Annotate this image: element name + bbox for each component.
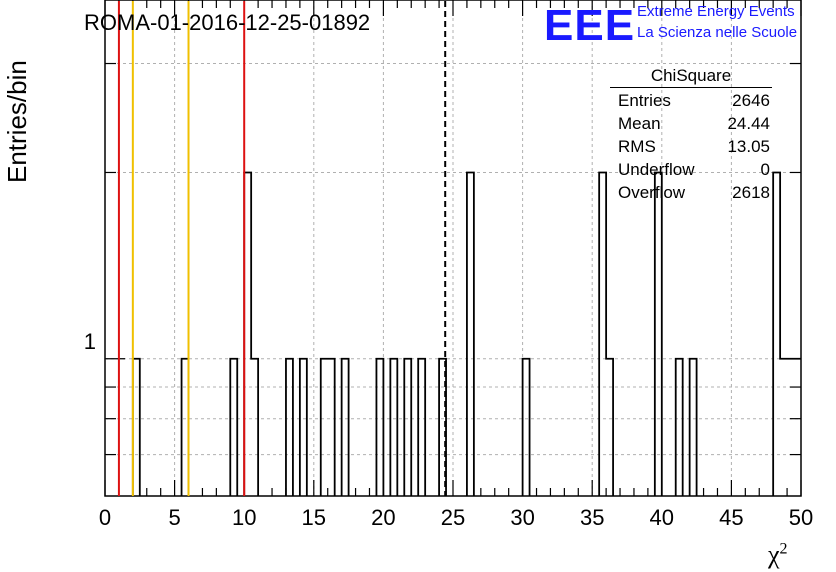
stats-row-mean: Mean 24.44 xyxy=(618,114,770,133)
x-tick-label: 40 xyxy=(650,505,674,530)
stats-box: ChiSquare Entries 2646 Mean 24.44 RMS 13.05… xyxy=(610,66,772,204)
stats-row-overflow: Overflow 2618 xyxy=(618,183,770,202)
grid xyxy=(105,0,801,496)
stats-row-underflow: Underflow 0 xyxy=(618,160,770,179)
x-tick-label: 50 xyxy=(789,505,813,530)
stats-row-entries: Entries 2646 xyxy=(618,91,770,110)
eee-logo: EEE xyxy=(544,1,636,50)
x-tick-label: 35 xyxy=(580,505,604,530)
chart-title: ROMA-01-2016-12-25-01892 xyxy=(84,10,371,35)
reference-lines xyxy=(117,1,447,496)
x-tick-label: 10 xyxy=(232,505,256,530)
y-tick-label-1: 1 xyxy=(84,329,96,354)
logo-text-line2: La Scienza nelle Scuole xyxy=(637,24,798,41)
x-tick-label: 25 xyxy=(441,505,465,530)
x-axis-label: χ2 xyxy=(768,540,788,569)
x-tick-labels: 0 5 10 15 20 25 30 35 40 45 50 xyxy=(99,505,813,530)
x-tick-label: 15 xyxy=(302,505,326,530)
logo-text-line1: Extreme Energy Events xyxy=(637,3,795,20)
histogram-series-line xyxy=(131,171,801,496)
x-tick-label: 20 xyxy=(371,505,395,530)
x-tick-label: 0 xyxy=(99,505,111,530)
y-axis-label: Entries/bin xyxy=(2,60,32,183)
x-tick-label: 5 xyxy=(168,505,180,530)
stats-title: ChiSquare xyxy=(610,66,772,88)
stats-row-rms: RMS 13.05 xyxy=(618,137,770,156)
x-tick-label: 30 xyxy=(510,505,534,530)
x-tick-label: 45 xyxy=(719,505,743,530)
